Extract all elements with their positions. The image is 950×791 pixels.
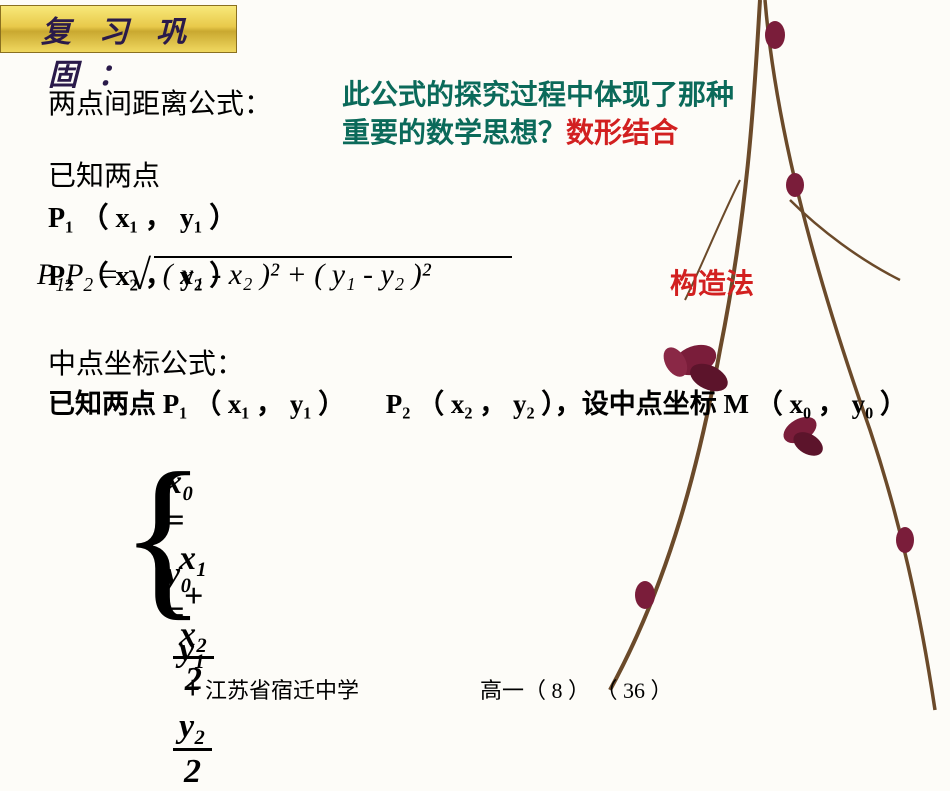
distance-formula-title: 两点间距离公式： — [48, 82, 272, 122]
question-line1: 此公式的探究过程中体现了那种 — [342, 79, 734, 110]
footer: 江苏省宿迁中学 高一（ 8 ） （ 36 ） — [205, 673, 673, 705]
midpoint-title: 中点坐标公式： — [48, 342, 244, 382]
footer-class: 高一（ 8 ） （ 36 ） — [480, 678, 673, 703]
question-text: 此公式的探究过程中体现了那种 重要的数学思想？数形结合 — [342, 76, 734, 152]
review-banner: 复 习 巩 — [0, 5, 237, 53]
midpoint-given: 已知两点 P₁ （ x₁ ， y₁ ） P₂ （ x₂ ， y₂ ），设中点坐标… — [48, 384, 907, 425]
answer-gouzao: 构造法 — [670, 262, 754, 302]
given-two-points: 已知两点 — [48, 154, 160, 194]
point-p2: P₂ （ x₂ ， y₂ ） — [48, 254, 237, 294]
answer-shuxing: 数形结合 — [566, 117, 678, 148]
footer-school: 江苏省宿迁中学 — [205, 678, 359, 703]
point-p1: P₁ （ x₁ ， y₁ ） — [48, 196, 237, 236]
question-line2: 重要的数学思想？ — [342, 117, 566, 148]
banner-text-l1: 复 习 巩 — [41, 7, 196, 51]
